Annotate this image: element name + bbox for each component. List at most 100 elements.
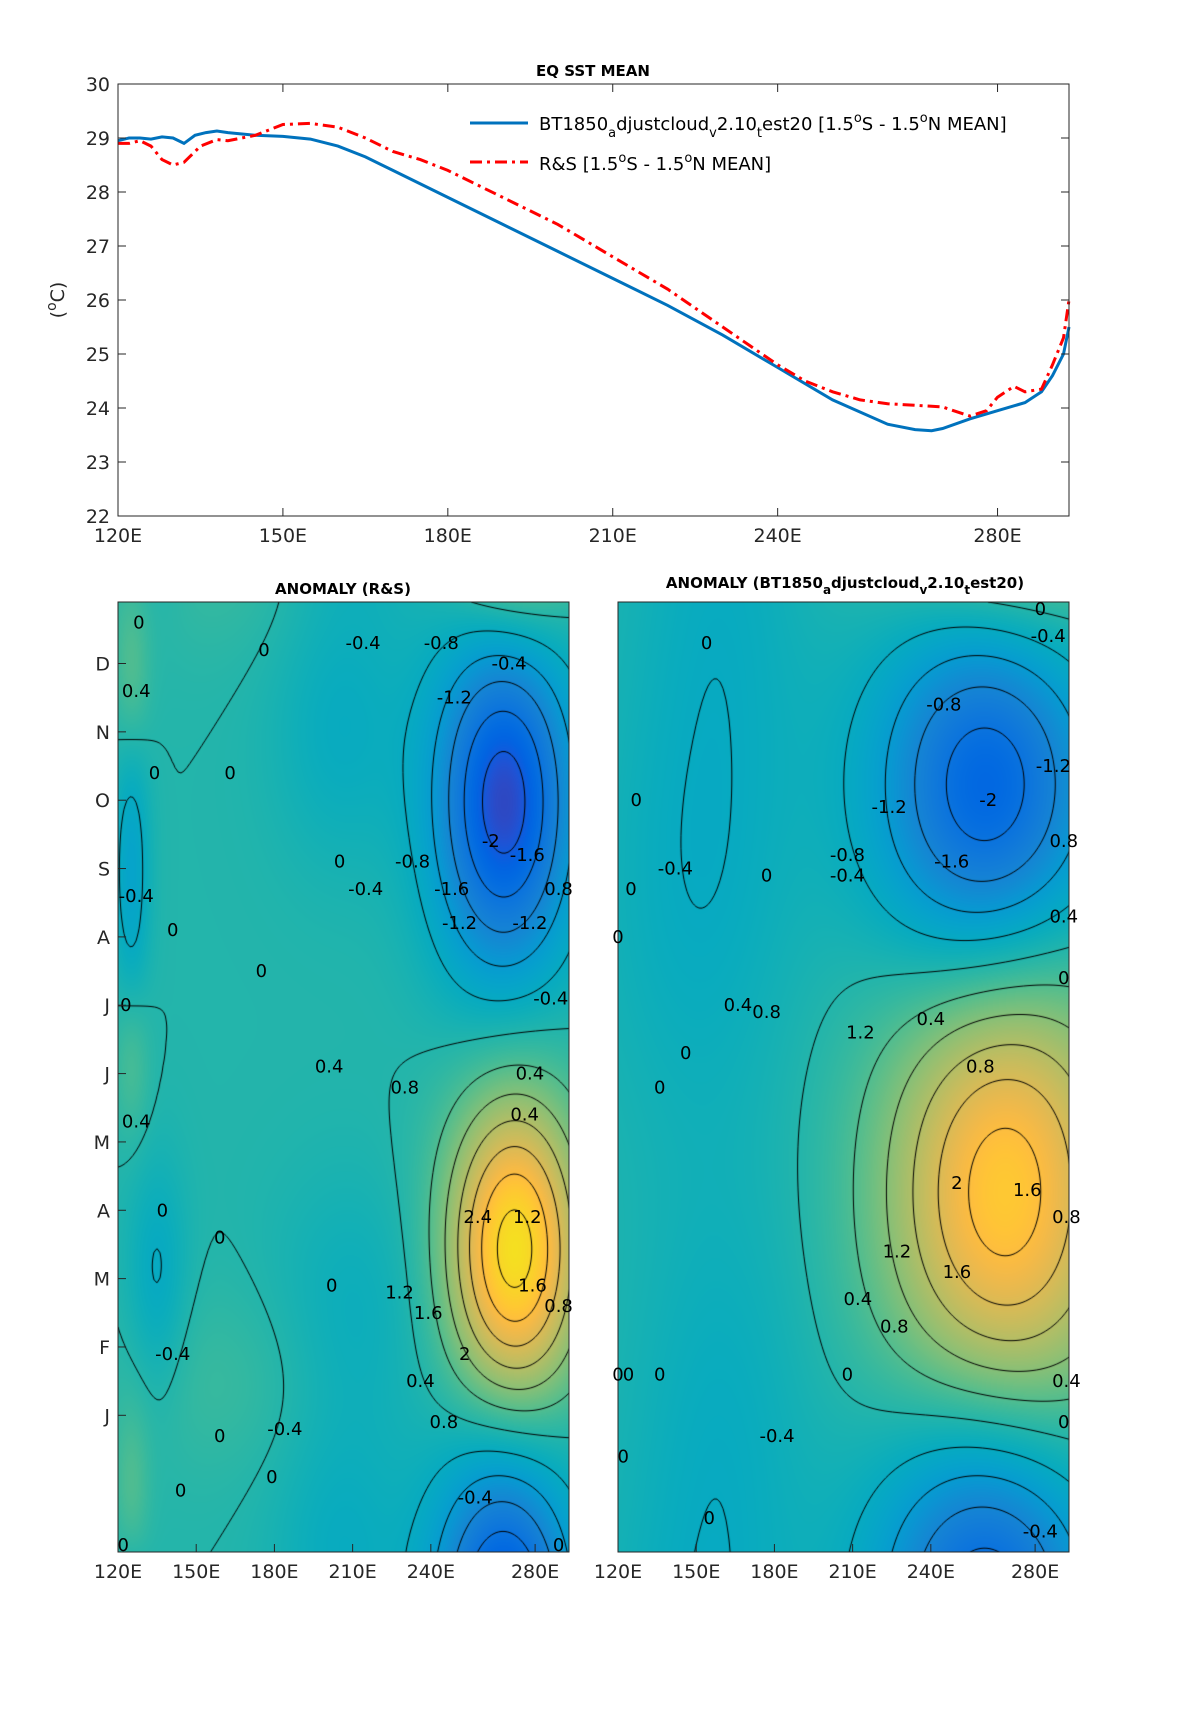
contour-label: -0.4 [1023, 1521, 1058, 1542]
contour-label: 0.4 [122, 681, 151, 702]
heatmap-model-canvas [618, 602, 1069, 1552]
contour-label: 0 [175, 1480, 186, 1501]
line-series-group [117, 121, 1071, 433]
heat-x-tick-label: 150E [672, 1561, 720, 1583]
heat-y-tick-label: M [94, 1132, 110, 1154]
contour-label: -0.8 [424, 633, 459, 654]
heat-y-tick-label: O [95, 790, 110, 812]
contour-label: -0.4 [155, 1344, 190, 1365]
contour-label: -0.4 [533, 988, 568, 1009]
heatmap-rs-x-ticks: 120E 150E 180E 210E 240E 280E [94, 1544, 559, 1583]
heat-y-tick-label: N [96, 722, 110, 744]
contour-label: 0 [1058, 968, 1069, 989]
line-y-tick-label: 26 [86, 290, 110, 312]
contour-label: -1.6 [934, 852, 969, 873]
line-y-tick-label: 30 [86, 74, 110, 96]
contour-label: 2 [459, 1344, 470, 1365]
heatmap-model-x-ticks: 120E 150E 180E 210E 240E 280E [594, 1544, 1059, 1583]
contour-label: -1.2 [1036, 756, 1071, 777]
heat-x-tick-label: 240E [407, 1561, 455, 1583]
heat-y-tick-label: S [98, 859, 110, 881]
contour-label: 0 [157, 1200, 168, 1221]
contour-label: 0.8 [880, 1316, 909, 1337]
contour-label: 0 [617, 1446, 628, 1467]
contour-label: -0.4 [830, 865, 865, 886]
heat-x-tick-label: 120E [94, 1561, 142, 1583]
heatmap-model-title: ANOMALY (BT1850adjustcloudv2.10test20) [666, 574, 1024, 597]
contour-label: -0.4 [1031, 626, 1066, 647]
contour-label: 0 [133, 613, 144, 634]
contour-label: 0.4 [844, 1289, 873, 1310]
contour-label: 0 [1035, 599, 1046, 620]
heatmap-model-contour-labels: 0 -0.4 0 -0.8 -1.2 0 -2 -1.2 0.8 -0.8 -1.6 -0.4 -0.4… [612, 599, 1080, 1543]
line-y-ticks: 22 23 24 25 26 27 28 29 30 [86, 74, 1069, 528]
contour-label: -0.4 [759, 1426, 794, 1447]
contour-label: 1.2 [883, 1241, 912, 1262]
contour-label: -0.4 [658, 859, 693, 880]
line-series-1 [118, 121, 1071, 418]
heatmap-rs-frame [117, 601, 570, 1553]
contour-label: 0 [631, 790, 642, 811]
line-y-tick-label: 28 [86, 182, 110, 204]
contour-label: -2 [979, 790, 997, 811]
contour-label: 0 [704, 1508, 715, 1529]
contour-label: -0.8 [830, 845, 865, 866]
contour-label: 0 [553, 1535, 564, 1556]
heat-y-tick-label: D [95, 654, 110, 676]
contour-label: -0.4 [119, 886, 154, 907]
contour-label: -0.4 [267, 1419, 302, 1440]
contour-label: -0.4 [458, 1487, 493, 1508]
heat-y-tick-label: J [103, 1405, 110, 1427]
contour-label: 0.4 [510, 1105, 539, 1126]
contour-label: 0 [334, 852, 345, 873]
contour-label: 0 [258, 640, 269, 661]
contour-label: 0.8 [544, 879, 573, 900]
contour-label: 0 [1058, 1412, 1069, 1433]
heat-x-tick-label: 180E [250, 1561, 298, 1583]
line-plot-area [118, 84, 1069, 516]
contour-label: 1.6 [1013, 1180, 1042, 1201]
contour-label: -1.2 [442, 913, 477, 934]
line-x-tick-label: 210E [589, 525, 637, 547]
heatmap-model-frame [617, 601, 1070, 1553]
contour-label: 0.4 [917, 1009, 946, 1030]
heat-y-tick-label: A [97, 927, 110, 949]
heat-y-tick-label: J [103, 1064, 110, 1086]
contour-label: -0.8 [395, 852, 430, 873]
legend-label-obs: R&S [1.5oS - 1.5oN MEAN] [539, 151, 771, 175]
line-series-0 [117, 129, 1071, 433]
heat-y-tick-label: A [97, 1200, 110, 1222]
line-x-tick-label: 150E [259, 525, 307, 547]
heatmap-rs-y-ticks: J F M A M J J A S O N D [94, 654, 126, 1427]
contour-label: 0 [214, 1228, 225, 1249]
heat-y-tick-label: J [103, 995, 110, 1017]
contour-label: 0 [214, 1426, 225, 1447]
contour-label: 2.4 [463, 1207, 492, 1228]
line-x-tick-label: 240E [754, 525, 802, 547]
contour-label: 0.8 [1052, 1207, 1081, 1228]
line-y-tick-label: 29 [86, 128, 110, 150]
heatmap-rs-contour-labels: 0.4 0 0 -0.4 -0.8 -0.4 -1.2 0 0 -0.4 0 0 0 -0.8 -0.4 -1… [117, 613, 572, 1557]
contour-label: 1.2 [513, 1207, 542, 1228]
contour-label: 0 [326, 1275, 337, 1296]
contour-label: 0.8 [390, 1077, 419, 1098]
line-x-tick-label: 120E [94, 525, 142, 547]
contour-label: 0 [680, 1043, 691, 1064]
contour-label: -2 [482, 831, 500, 852]
heatmap-rs-title: ANOMALY (R&S) [275, 580, 411, 598]
contour-label: 1.6 [414, 1303, 443, 1324]
heat-x-tick-label: 150E [172, 1561, 220, 1583]
contour-label: 0 [149, 763, 160, 784]
contour-label: -1.6 [434, 879, 469, 900]
line-x-tick-label: 180E [424, 525, 472, 547]
contour-label: 0 [612, 1364, 623, 1385]
contour-label: 0.4 [724, 995, 753, 1016]
line-y-tick-label: 22 [86, 506, 110, 528]
contour-label: 1.6 [518, 1275, 547, 1296]
contour-label: 0.4 [516, 1064, 545, 1085]
contour-label: 0.4 [122, 1111, 151, 1132]
line-chart: EQ SST MEAN (oC) 120E 150E 180E 210E 240E 280… [44, 62, 1071, 547]
heatmap-rs: ANOMALY (R&S) 0.4 0 0 -0.4 -0.8 -0.4 -1.2 0 0 -0.… [94, 580, 573, 1583]
contour-label: -0.4 [491, 654, 526, 675]
